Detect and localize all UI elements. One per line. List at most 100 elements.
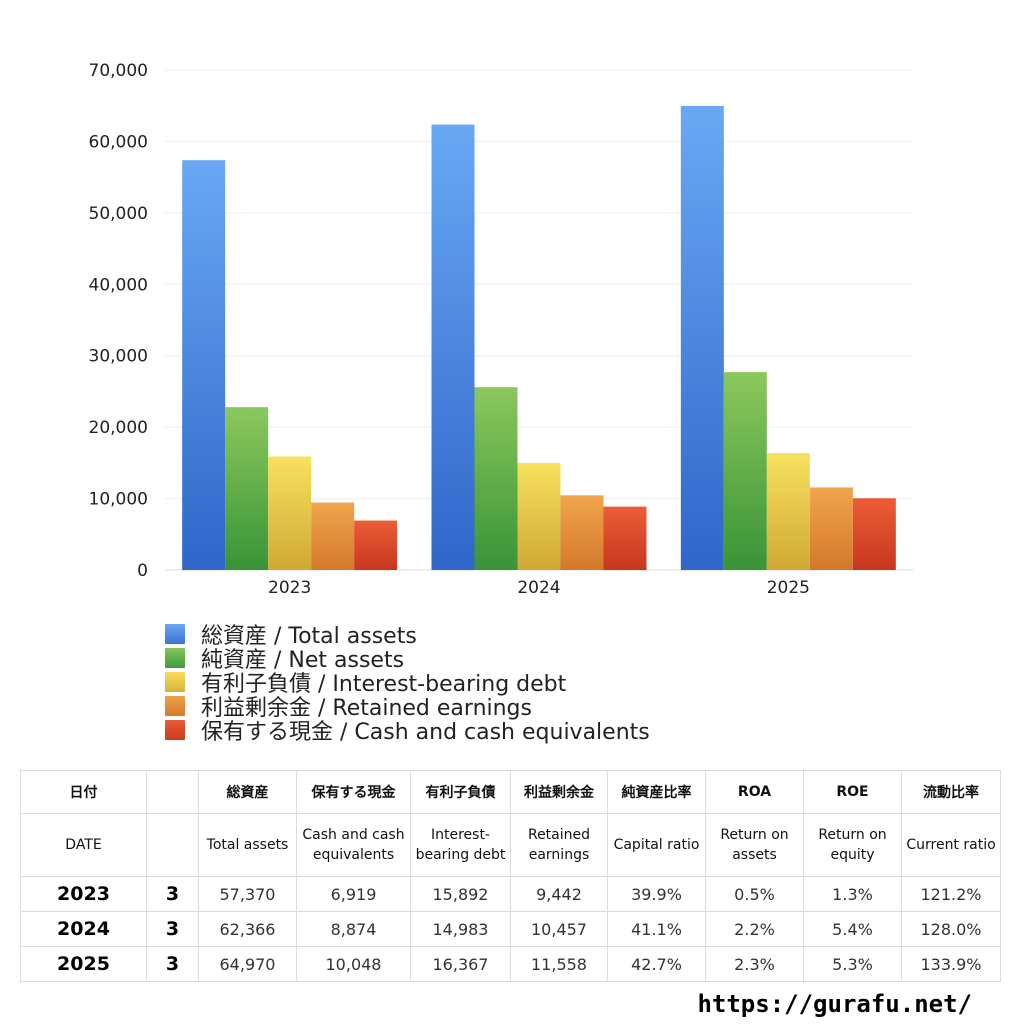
bar bbox=[311, 502, 355, 570]
bars-group bbox=[182, 105, 896, 571]
legend-item-interest-bearing-debt: 有利子負債 / Interest-bearing debt bbox=[165, 670, 650, 697]
table-cell: 14,983 bbox=[410, 911, 511, 947]
month-cell: 3 bbox=[146, 911, 199, 947]
legend-swatch bbox=[165, 624, 185, 644]
legend-swatch bbox=[165, 672, 185, 692]
year-cell: 2023 bbox=[20, 876, 147, 912]
year-cell: 2024 bbox=[20, 911, 147, 947]
header-cell: 流動比率 bbox=[901, 770, 1001, 814]
table-cell: 11,558 bbox=[510, 946, 608, 982]
header-cell bbox=[146, 813, 199, 877]
bar bbox=[225, 407, 269, 570]
table-cell: 6,919 bbox=[296, 876, 411, 912]
table-cell: 42.7% bbox=[607, 946, 706, 982]
bar bbox=[517, 462, 561, 570]
table-header-jp: 日付 総資産 保有する現金 有利子負債 利益剰余金 純資産比率 ROA ROE … bbox=[20, 770, 1001, 814]
table-cell: 133.9% bbox=[901, 946, 1001, 982]
table-cell: 1.3% bbox=[803, 876, 902, 912]
legend-swatch bbox=[165, 648, 185, 668]
table-cell: 5.4% bbox=[803, 911, 902, 947]
y-tick-label: 50,000 bbox=[89, 204, 148, 224]
table-cell: 39.9% bbox=[607, 876, 706, 912]
header-cell: Return on assets bbox=[705, 813, 804, 877]
table-cell: 8,874 bbox=[296, 911, 411, 947]
table-cell: 2.2% bbox=[705, 911, 804, 947]
bar bbox=[680, 105, 724, 570]
header-cell: 有利子負債 bbox=[410, 770, 511, 814]
legend-label: 総資産 / Total assets bbox=[201, 624, 417, 649]
header-cell: Interest-bearing debt bbox=[410, 813, 511, 877]
bar bbox=[603, 506, 647, 570]
table-cell: 10,457 bbox=[510, 911, 608, 947]
y-tick-label: 20,000 bbox=[89, 418, 148, 438]
header-cell: Total assets bbox=[198, 813, 297, 877]
table-cell: 5.3% bbox=[803, 946, 902, 982]
table-cell: 16,367 bbox=[410, 946, 511, 982]
bar bbox=[560, 495, 604, 570]
table-row: 2024 3 62,366 8,874 14,983 10,457 41.1% … bbox=[20, 911, 1001, 947]
bar bbox=[354, 520, 398, 570]
x-tick-label: 2025 bbox=[767, 578, 810, 598]
table-header-en: DATE Total assets Cash and cash equivale… bbox=[20, 813, 1001, 877]
x-tick-label: 2023 bbox=[268, 578, 311, 598]
y-axis-labels: 0 10,000 20,000 30,000 40,000 50,000 60,000 70,… bbox=[89, 61, 148, 581]
header-cell: 保有する現金 bbox=[296, 770, 411, 814]
header-cell: ROA bbox=[705, 770, 804, 814]
header-cell: Current ratio bbox=[901, 813, 1001, 877]
bar bbox=[474, 387, 518, 570]
table-cell: 15,892 bbox=[410, 876, 511, 912]
table-cell: 62,366 bbox=[198, 911, 297, 947]
bar bbox=[809, 487, 853, 570]
legend-item-retained-earnings: 利益剰余金 / Retained earnings bbox=[165, 694, 650, 721]
month-cell: 3 bbox=[146, 876, 199, 912]
legend-label: 純資産 / Net assets bbox=[201, 648, 405, 673]
bar bbox=[852, 498, 896, 570]
financial-table: 日付 総資産 保有する現金 有利子負債 利益剰余金 純資産比率 ROA ROE … bbox=[20, 770, 1001, 982]
header-cell: Retained earnings bbox=[510, 813, 608, 877]
legend-label: 利益剰余金 / Retained earnings bbox=[201, 696, 532, 721]
table-cell: 10,048 bbox=[296, 946, 411, 982]
legend: 総資産 / Total assets 純資産 / Net assets 有利子負… bbox=[165, 622, 650, 745]
table-row: 2025 3 64,970 10,048 16,367 11,558 42.7%… bbox=[20, 946, 1001, 982]
legend-swatch bbox=[165, 720, 185, 740]
header-cell: DATE bbox=[20, 813, 147, 877]
legend-label: 保有する現金 / Cash and cash equivalents bbox=[201, 720, 650, 745]
table-cell: 2.3% bbox=[705, 946, 804, 982]
header-cell bbox=[146, 770, 199, 814]
table-row: 2023 3 57,370 6,919 15,892 9,442 39.9% 0… bbox=[20, 876, 1001, 912]
table-cell: 41.1% bbox=[607, 911, 706, 947]
legend-swatch bbox=[165, 696, 185, 716]
header-cell: 純資産比率 bbox=[607, 770, 706, 814]
bar-chart: 0 10,000 20,000 30,000 40,000 50,000 60,000 70,… bbox=[89, 61, 913, 598]
header-cell: Capital ratio bbox=[607, 813, 706, 877]
table-cell: 0.5% bbox=[705, 876, 804, 912]
x-axis-labels: 2023 2024 2025 bbox=[268, 578, 810, 598]
header-cell: 日付 bbox=[20, 770, 147, 814]
table-cell: 64,970 bbox=[198, 946, 297, 982]
header-cell: 利益剰余金 bbox=[510, 770, 608, 814]
bar bbox=[723, 372, 767, 570]
year-cell: 2025 bbox=[20, 946, 147, 982]
bar bbox=[766, 453, 810, 570]
y-tick-label: 70,000 bbox=[89, 61, 148, 81]
y-tick-label: 60,000 bbox=[89, 132, 148, 152]
header-cell: Cash and cash equivalents bbox=[296, 813, 411, 877]
header-cell: ROE bbox=[803, 770, 902, 814]
site-url[interactable]: https://gurafu.net/ bbox=[697, 990, 972, 1018]
table-cell: 128.0% bbox=[901, 911, 1001, 947]
month-cell: 3 bbox=[146, 946, 199, 982]
y-tick-label: 10,000 bbox=[89, 490, 148, 510]
header-cell: Return on equity bbox=[803, 813, 902, 877]
legend-item-total-assets: 総資産 / Total assets bbox=[165, 622, 650, 649]
y-tick-label: 30,000 bbox=[89, 347, 148, 367]
table-cell: 57,370 bbox=[198, 876, 297, 912]
bar bbox=[182, 160, 226, 570]
legend-label: 有利子負債 / Interest-bearing debt bbox=[201, 672, 567, 697]
legend-item-cash: 保有する現金 / Cash and cash equivalents bbox=[165, 718, 650, 745]
bar bbox=[431, 124, 475, 571]
table-cell: 121.2% bbox=[901, 876, 1001, 912]
legend-item-net-assets: 純資産 / Net assets bbox=[165, 646, 650, 673]
table-cell: 9,442 bbox=[510, 876, 608, 912]
x-tick-label: 2024 bbox=[517, 578, 560, 598]
header-cell: 総資産 bbox=[198, 770, 297, 814]
